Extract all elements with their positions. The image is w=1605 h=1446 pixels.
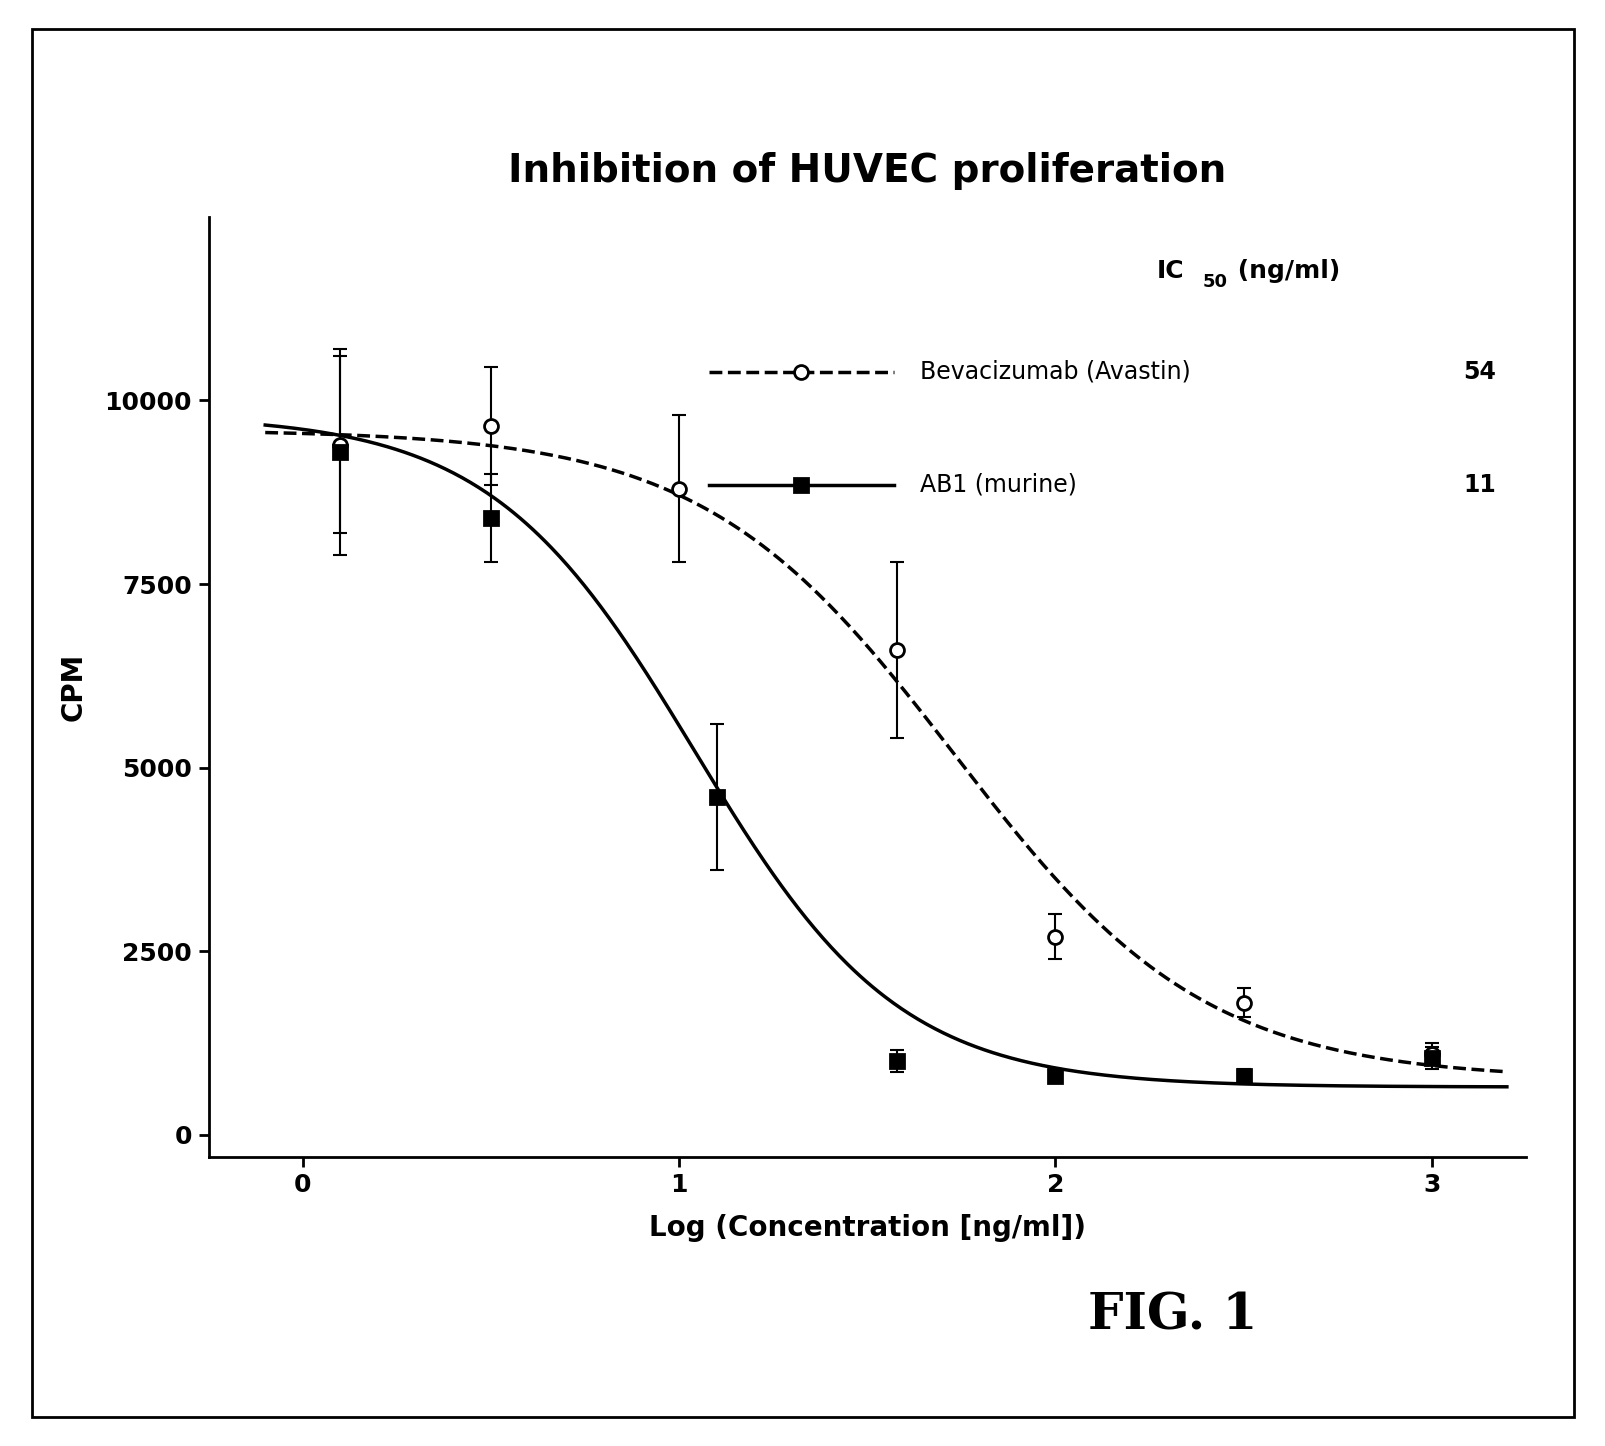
Text: (ng/ml): (ng/ml) <box>1229 259 1340 283</box>
Text: 11: 11 <box>1462 473 1494 497</box>
Text: 50: 50 <box>1202 273 1228 291</box>
Text: IC: IC <box>1156 259 1184 283</box>
X-axis label: Log (Concentration [ng/ml]): Log (Concentration [ng/ml]) <box>648 1215 1085 1242</box>
Text: Bevacizumab (Avastin): Bevacizumab (Avastin) <box>920 360 1189 385</box>
Text: AB1 (murine): AB1 (murine) <box>920 473 1075 497</box>
Title: Inhibition of HUVEC proliferation: Inhibition of HUVEC proliferation <box>507 152 1226 191</box>
Text: 54: 54 <box>1462 360 1496 385</box>
Text: FIG. 1: FIG. 1 <box>1087 1291 1257 1340</box>
Y-axis label: CPM: CPM <box>59 652 88 722</box>
